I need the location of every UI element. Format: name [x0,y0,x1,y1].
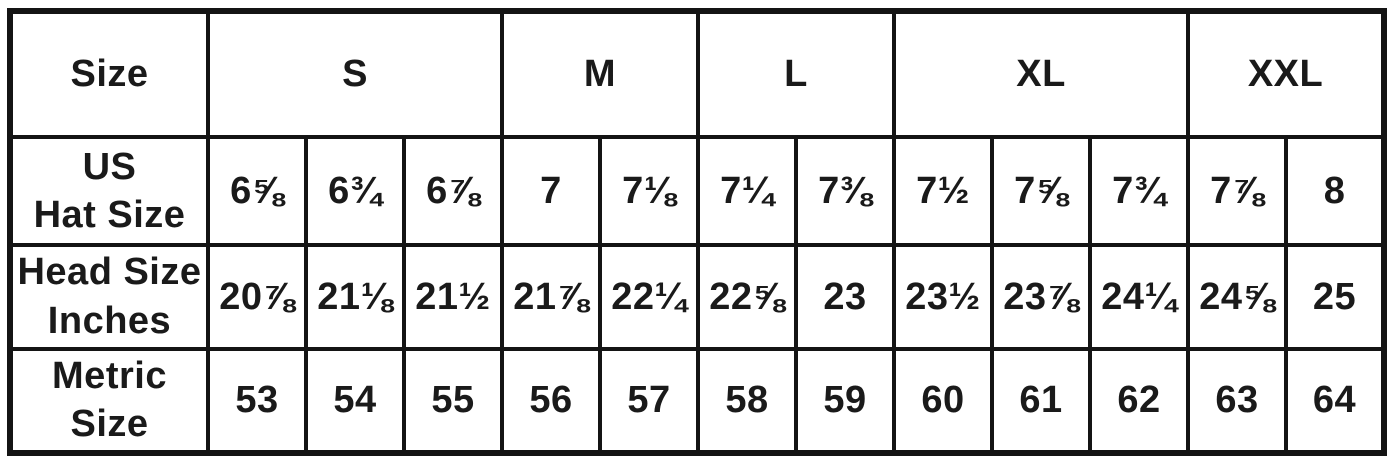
value-cell: 21⅛ [304,243,406,351]
value-cell: 6⅝ [206,135,308,248]
row-label-line: Head Size [17,251,202,294]
table-row: US Hat Size 6⅝ 6¾ 6⅞ 7 7⅛ 7¼ 7⅜ 7½ 7⅝ 7¾ 7⅞ 8 [8,135,1387,248]
header-row: Size S M L XL XXL [8,8,1387,140]
value-cell: 6¾ [304,135,406,248]
value-cell: 7⅛ [598,135,700,248]
value-cell: 7⅞ [1186,135,1289,248]
value-cell: 55 [402,346,504,456]
value-cell: 23½ [892,243,994,351]
row-label-line: Size [70,403,149,446]
table-body: Size S M L XL XXL US Hat Size 6⅝ 6¾ 6⅞ 7 7⅛ 7¼ 7⅜ 7½ 7⅝ 7… [8,8,1387,456]
value-cell: 58 [696,346,798,456]
value-cell: 60 [892,346,994,456]
value-cell: 20⅞ [206,243,308,351]
value-cell: 23⅞ [990,243,1092,351]
size-group-header-m: M [500,8,700,140]
size-group-header-l: L [696,8,896,140]
value-cell: 6⅞ [402,135,504,248]
value-cell: 7¾ [1087,135,1191,248]
size-group-header-xxl: XXL [1186,8,1387,140]
value-cell: 57 [598,346,700,456]
table-row: Metric Size 53 54 55 56 57 58 59 60 61 62 63 64 [8,346,1387,456]
row-label-line: Hat Size [33,194,186,237]
value-cell: 61 [990,346,1092,456]
value-cell: 7½ [892,135,994,248]
row-label-line: Metric [52,354,167,397]
value-cell: 53 [206,346,308,456]
value-cell: 62 [1087,346,1191,456]
row-label: US Hat Size [8,135,210,248]
value-cell: 21½ [402,243,504,351]
value-cell: 7⅝ [990,135,1092,248]
table-row: Head Size Inches 20⅞ 21⅛ 21½ 21⅞ 22¼ 22⅝ 23 23½ 23… [8,243,1387,351]
value-cell: 22⅝ [696,243,798,351]
value-cell: 25 [1284,243,1387,351]
value-cell: 7 [500,135,602,248]
value-cell: 7⅜ [794,135,896,248]
value-cell: 56 [500,346,602,456]
value-cell: 8 [1284,135,1387,248]
row-label-line: US [82,145,137,188]
value-cell: 22¼ [598,243,700,351]
row-label: Head Size Inches [8,243,210,351]
row-label-line: Inches [47,300,172,342]
value-cell: 21⅞ [500,243,602,351]
corner-header-cell: Size [8,8,210,140]
value-cell: 59 [794,346,896,456]
value-cell: 24¼ [1087,243,1191,351]
value-cell: 63 [1186,346,1289,456]
size-group-header-xl: XL [891,8,1191,140]
size-group-header-s: S [206,8,504,140]
value-cell: 7¼ [696,135,798,248]
value-cell: 54 [304,346,406,456]
value-cell: 23 [794,243,896,351]
hat-size-chart-table: Size S M L XL XXL US Hat Size 6⅝ 6¾ 6⅞ 7 7⅛ 7¼ 7⅜ 7½ 7⅝ 7… [7,8,1388,456]
value-cell: 64 [1284,346,1387,456]
row-label: Metric Size [8,346,210,456]
value-cell: 24⅝ [1186,243,1289,351]
